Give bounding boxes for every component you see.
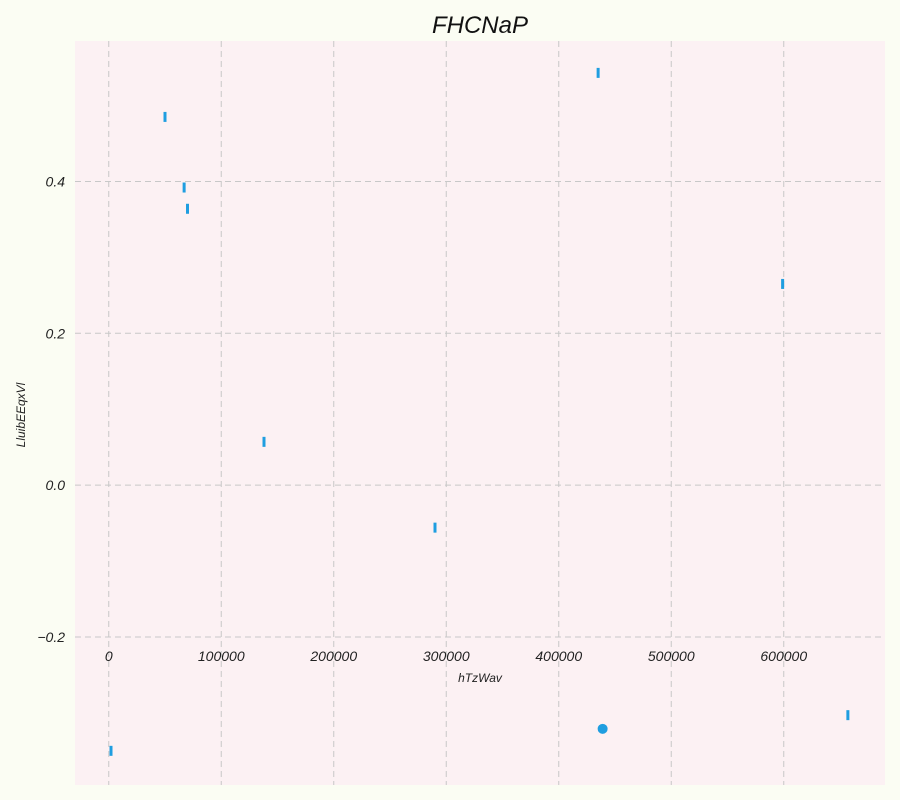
x-axis-ticks: 0 100000 200000 300000 400000 500000 600000 — [105, 648, 807, 664]
data-points — [109, 67, 850, 756]
chart-title: FHCNaP — [432, 12, 528, 39]
data-point-circle — [597, 723, 608, 734]
grid-lines — [75, 41, 885, 785]
plot-area — [75, 41, 885, 785]
x-tick-label: 500000 — [648, 648, 695, 664]
x-tick-label: 200000 — [309, 648, 357, 664]
y-tick-label: 0.0 — [46, 477, 66, 493]
y-tick-label: −0.2 — [37, 629, 65, 645]
x-axis-label: hTzWav — [458, 671, 503, 685]
x-tick-label: 400000 — [535, 648, 582, 664]
x-tick-label: 300000 — [423, 648, 470, 664]
x-tick-label: 100000 — [198, 648, 245, 664]
x-tick-label: 600000 — [760, 648, 807, 664]
x-tick-label: 0 — [105, 648, 113, 664]
y-tick-label: 0.2 — [46, 325, 66, 341]
y-axis-label: LluibEEqxVl — [14, 382, 28, 447]
y-axis-ticks: −0.2 0.0 0.2 0.4 — [37, 173, 65, 645]
y-tick-label: 0.4 — [46, 173, 66, 189]
